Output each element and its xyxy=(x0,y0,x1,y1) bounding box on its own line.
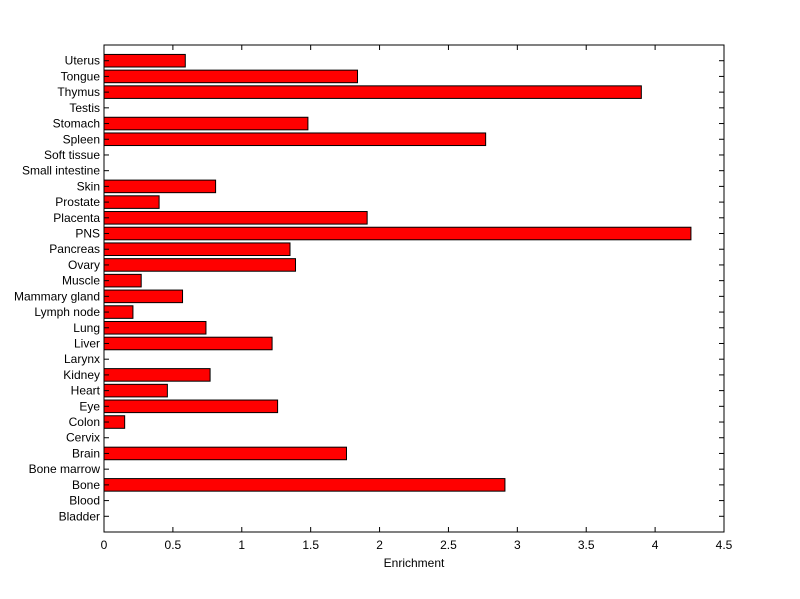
y-tick-label: Thymus xyxy=(57,85,100,99)
bar-heart xyxy=(103,383,168,398)
axes-frame xyxy=(103,44,725,533)
y-tick-label: Skin xyxy=(77,179,100,193)
y-tick-label: Pancreas xyxy=(49,242,100,256)
y-tick-label: Heart xyxy=(71,384,101,398)
y-tick-label: Eye xyxy=(79,399,100,413)
x-axis-label: Enrichment xyxy=(384,556,445,570)
bar-kidney xyxy=(103,368,211,382)
y-tick-label: Testis xyxy=(69,101,100,115)
x-tick-label: 2 xyxy=(376,538,383,552)
bar-brain xyxy=(103,446,347,461)
bar-eye xyxy=(103,399,279,414)
y-tick-label: Placenta xyxy=(53,211,100,225)
x-tick-label: 4 xyxy=(652,538,659,552)
y-tick-label: Brain xyxy=(72,446,100,460)
bar-lung xyxy=(103,320,207,335)
y-tick-label: Liver xyxy=(74,336,100,350)
y-tick-label: Larynx xyxy=(64,352,100,366)
y-tick-label: Tongue xyxy=(61,69,101,83)
bar-prostate xyxy=(103,195,160,209)
y-tick-label: Soft tissue xyxy=(44,148,100,162)
ticks xyxy=(103,45,725,532)
x-tick-label: 3 xyxy=(514,538,521,552)
bar-spleen xyxy=(103,132,487,147)
y-tick-label: Muscle xyxy=(62,274,100,288)
y-tick-label: Lymph node xyxy=(34,305,100,319)
y-tick-label: Cervix xyxy=(66,431,100,445)
y-tick-label: PNS xyxy=(75,227,100,241)
bars xyxy=(103,53,692,492)
y-tick-label: Prostate xyxy=(55,195,100,209)
y-tick-label: Mammary gland xyxy=(14,289,100,303)
y-tick-label: Spleen xyxy=(63,132,100,146)
y-tick-label: Kidney xyxy=(63,368,100,382)
x-tick-label: 1.5 xyxy=(302,538,319,552)
y-tick-label: Lung xyxy=(73,321,100,335)
bar-uterus xyxy=(103,53,186,68)
y-tick-label: Bone marrow xyxy=(29,462,101,476)
bar-pancreas xyxy=(103,242,291,257)
x-tick-label: 4.5 xyxy=(716,538,733,552)
x-tick-label: 0 xyxy=(101,538,108,552)
bar-mammary-gland xyxy=(103,289,184,304)
y-tick-label: Blood xyxy=(69,494,100,508)
x-tick-label: 0.5 xyxy=(165,538,182,552)
x-tick-label: 3.5 xyxy=(578,538,595,552)
bar-liver xyxy=(103,336,273,351)
bar-placenta xyxy=(103,211,368,225)
bar-skin xyxy=(103,179,217,194)
bar-bone xyxy=(103,478,506,492)
x-tick-label: 2.5 xyxy=(440,538,457,552)
y-tick-label: Uterus xyxy=(65,54,100,68)
y-tick-label: Ovary xyxy=(68,258,100,272)
x-tick-label: 1 xyxy=(238,538,245,552)
y-tick-label: Bladder xyxy=(59,509,100,523)
bar-muscle xyxy=(103,273,142,288)
bar-stomach xyxy=(103,116,309,131)
y-tick-label: Bone xyxy=(72,478,100,492)
bar-thymus xyxy=(103,85,642,99)
y-tick-label: Stomach xyxy=(53,117,100,131)
bar-tongue xyxy=(103,69,359,84)
bar-ovary xyxy=(103,258,297,272)
bar-pns xyxy=(103,226,692,241)
y-tick-label: Small intestine xyxy=(22,164,100,178)
y-tick-label: Colon xyxy=(69,415,100,429)
